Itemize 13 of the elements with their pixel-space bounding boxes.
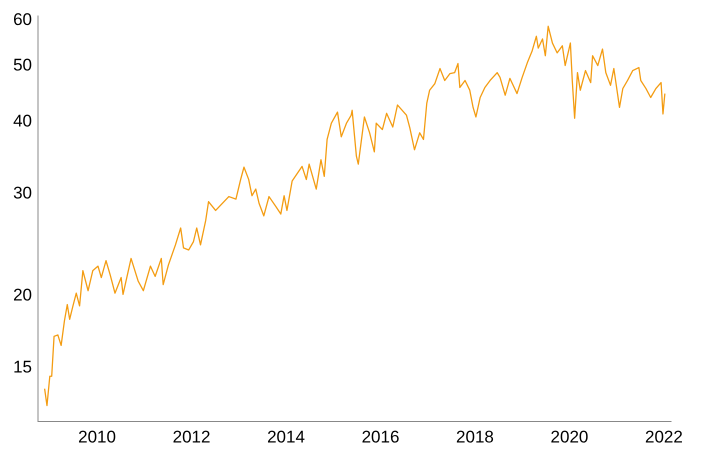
x-tick-label: 2014	[267, 427, 305, 446]
y-tick-label: 15	[13, 357, 32, 376]
x-tick-label: 2016	[362, 427, 400, 446]
x-tick-label: 2022	[645, 427, 683, 446]
x-tick-label: 2020	[550, 427, 588, 446]
y-tick-label: 50	[13, 56, 32, 75]
x-tick-label: 2010	[78, 427, 116, 446]
x-tick-label: 2012	[172, 427, 210, 446]
y-tick-label: 30	[13, 184, 32, 203]
x-tick-label: 2018	[456, 427, 494, 446]
y-tick-label: 20	[13, 285, 32, 304]
y-tick-label: 40	[13, 112, 32, 131]
y-tick-label: 60	[13, 10, 32, 30]
